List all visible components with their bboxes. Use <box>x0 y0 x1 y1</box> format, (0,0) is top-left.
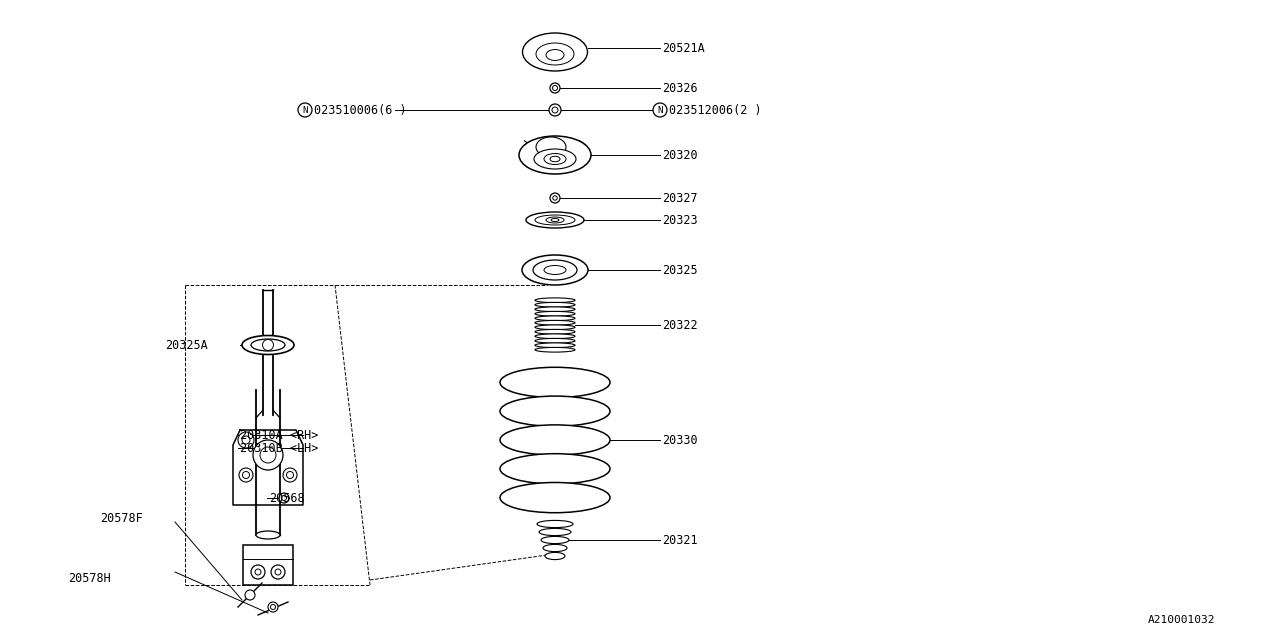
Ellipse shape <box>544 266 566 275</box>
Text: 20321: 20321 <box>662 534 698 547</box>
Text: 20521A: 20521A <box>662 42 705 54</box>
Ellipse shape <box>518 136 591 174</box>
Circle shape <box>653 103 667 117</box>
Text: 20578F: 20578F <box>100 511 143 525</box>
Circle shape <box>552 107 558 113</box>
Ellipse shape <box>536 43 573 65</box>
Ellipse shape <box>544 154 566 164</box>
Text: 20322: 20322 <box>662 319 698 332</box>
Ellipse shape <box>535 321 575 325</box>
Ellipse shape <box>543 545 567 552</box>
Circle shape <box>238 432 253 448</box>
Ellipse shape <box>500 396 611 426</box>
Circle shape <box>550 83 561 93</box>
Text: 20326: 20326 <box>662 81 698 95</box>
Circle shape <box>239 468 253 482</box>
Ellipse shape <box>535 307 575 312</box>
Circle shape <box>253 440 283 470</box>
Circle shape <box>260 447 276 463</box>
Circle shape <box>251 565 265 579</box>
Circle shape <box>553 196 557 200</box>
Text: 20310B <LH>: 20310B <LH> <box>241 442 319 454</box>
Circle shape <box>298 103 312 117</box>
Circle shape <box>242 472 250 479</box>
Ellipse shape <box>500 483 611 513</box>
Text: 20310A <RH>: 20310A <RH> <box>241 429 319 442</box>
Ellipse shape <box>539 529 571 536</box>
Circle shape <box>287 472 293 479</box>
Circle shape <box>268 602 278 612</box>
Ellipse shape <box>545 552 564 559</box>
Text: 20578H: 20578H <box>68 572 111 584</box>
Ellipse shape <box>538 520 573 527</box>
Ellipse shape <box>500 454 611 484</box>
Circle shape <box>242 436 250 444</box>
Ellipse shape <box>532 260 577 280</box>
Ellipse shape <box>256 531 280 539</box>
Ellipse shape <box>535 316 575 321</box>
Circle shape <box>275 569 282 575</box>
Ellipse shape <box>500 367 611 397</box>
Text: 20320: 20320 <box>662 148 698 161</box>
Ellipse shape <box>535 298 575 303</box>
Text: 20325A: 20325A <box>165 339 207 351</box>
Ellipse shape <box>547 217 564 223</box>
Ellipse shape <box>536 137 566 157</box>
Circle shape <box>553 86 558 90</box>
Text: A210001032: A210001032 <box>1147 615 1215 625</box>
Circle shape <box>270 605 275 609</box>
Ellipse shape <box>526 212 584 228</box>
Ellipse shape <box>550 156 561 162</box>
Ellipse shape <box>535 348 575 352</box>
Text: N: N <box>658 106 663 115</box>
Text: 20327: 20327 <box>662 191 698 205</box>
Ellipse shape <box>535 339 575 343</box>
Ellipse shape <box>535 325 575 330</box>
Ellipse shape <box>522 33 588 71</box>
Ellipse shape <box>251 339 285 351</box>
Ellipse shape <box>535 215 575 225</box>
Ellipse shape <box>522 255 588 285</box>
Circle shape <box>255 569 261 575</box>
Circle shape <box>550 193 561 203</box>
Ellipse shape <box>242 335 294 355</box>
Ellipse shape <box>535 330 575 334</box>
Circle shape <box>279 493 289 503</box>
Bar <box>243 545 293 585</box>
Circle shape <box>282 495 287 500</box>
Ellipse shape <box>534 149 576 169</box>
Ellipse shape <box>535 302 575 307</box>
Text: 023510006(6 ): 023510006(6 ) <box>314 104 407 116</box>
Text: N: N <box>302 106 307 115</box>
Circle shape <box>271 565 285 579</box>
Circle shape <box>244 590 255 600</box>
Circle shape <box>549 104 561 116</box>
Ellipse shape <box>547 49 564 61</box>
Ellipse shape <box>541 536 570 543</box>
Text: 20330: 20330 <box>662 433 698 447</box>
Text: 20325: 20325 <box>662 264 698 276</box>
Ellipse shape <box>535 334 575 339</box>
Ellipse shape <box>550 218 559 221</box>
Circle shape <box>262 339 274 351</box>
Circle shape <box>283 468 297 482</box>
Ellipse shape <box>500 425 611 455</box>
Text: 20323: 20323 <box>662 214 698 227</box>
Ellipse shape <box>535 312 575 316</box>
Text: 20568: 20568 <box>269 492 305 504</box>
Text: 023512006(2 ): 023512006(2 ) <box>669 104 762 116</box>
Ellipse shape <box>535 343 575 348</box>
